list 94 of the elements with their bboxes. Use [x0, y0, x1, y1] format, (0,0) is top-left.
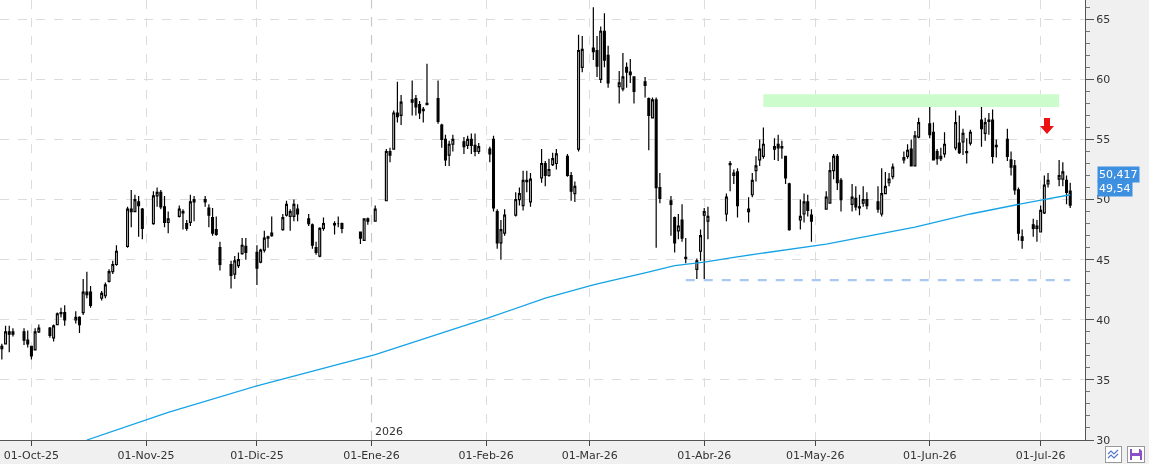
candlestick [410, 79, 414, 117]
candlestick [943, 131, 947, 159]
candlestick [188, 194, 192, 227]
candlestick [492, 135, 496, 213]
candlestick [540, 148, 544, 184]
candlestick [22, 327, 26, 346]
candlestick [203, 195, 207, 208]
y-tick-label: 45 [1096, 253, 1111, 267]
candlestick [103, 281, 107, 299]
ref-line-label: 2026 [375, 425, 403, 438]
candlestick [809, 208, 813, 243]
candlestick [643, 76, 647, 98]
text: 49,54 [1099, 182, 1131, 195]
candlestick [52, 323, 56, 343]
y-tick-label: 65 [1096, 13, 1111, 27]
x-tick-label: 01-Mar-26 [561, 449, 618, 463]
candlestick [192, 195, 196, 222]
candlestick [240, 237, 244, 256]
candlestick [362, 218, 366, 242]
y-tick-label: 60 [1096, 73, 1111, 87]
candlestick [1057, 159, 1061, 187]
candlestick [296, 203, 300, 222]
line-series [86, 194, 1071, 440]
candlestick [211, 207, 215, 237]
candlestick [218, 241, 222, 272]
candlestick [787, 182, 791, 232]
candlestick [514, 191, 518, 217]
candlestick [384, 148, 388, 202]
candlestick [462, 136, 466, 155]
candlestick [968, 129, 972, 147]
x-tick-label: 01-Ene-26 [343, 449, 400, 463]
candlestick [861, 185, 865, 208]
candlestick [48, 326, 52, 339]
candlestick [26, 330, 30, 349]
candlestick [151, 190, 155, 226]
candlestick [772, 137, 776, 161]
x-tick-label: 01-Dic-25 [230, 449, 284, 463]
candlestick [1061, 161, 1065, 187]
candlestick [77, 315, 81, 334]
x-tick-label: 01-Jul-26 [1015, 449, 1066, 463]
x-tick-label: 01-Oct-25 [3, 449, 60, 463]
y-tick-label: 40 [1096, 313, 1111, 327]
candlestick [736, 167, 740, 219]
candlestick [307, 213, 311, 227]
candlestick [880, 167, 884, 217]
candlestick [333, 220, 337, 236]
candlestick [473, 132, 477, 157]
candlestick [1031, 218, 1035, 238]
candlestick [137, 195, 141, 238]
candlestick [854, 185, 858, 211]
candlestick [957, 114, 961, 155]
candlestick [229, 260, 233, 290]
candlestick [702, 207, 706, 280]
candlestick [466, 135, 470, 150]
x-tick-label: 01-Jun-26 [902, 449, 957, 463]
candlestick [654, 96, 658, 249]
candlestick [281, 213, 285, 232]
candlestick [244, 237, 248, 261]
x-tick-label: 01-Abr-26 [677, 449, 732, 463]
candlestick [255, 244, 259, 286]
candlestick [1065, 174, 1069, 205]
candlestick [954, 110, 958, 151]
x-tick-label: 01-Nov-25 [117, 449, 175, 463]
candlestick [850, 183, 854, 213]
candlestick [140, 207, 144, 240]
candlestick [747, 196, 751, 223]
candlestick [724, 192, 728, 222]
candlestick [554, 148, 558, 171]
candlestick [647, 96, 651, 151]
candlestick [728, 160, 732, 192]
y-tick-label: 55 [1096, 133, 1111, 147]
candlestick [181, 208, 185, 231]
candlestick [528, 172, 532, 208]
x-tick-label: 01-May-26 [785, 449, 845, 463]
y-tick-label: 35 [1096, 373, 1111, 387]
candlestick [776, 134, 780, 162]
candlestick [436, 79, 440, 125]
candlestick [55, 311, 59, 326]
candlestick [1020, 229, 1024, 250]
candlestick [939, 147, 943, 162]
candlestick [521, 170, 525, 211]
candlestick [979, 105, 983, 148]
text: 50,417 [1099, 168, 1138, 181]
candlestick [699, 229, 703, 262]
candlestick [63, 304, 67, 327]
candlestick [373, 204, 377, 222]
candlestick [469, 132, 473, 155]
candlestick [798, 198, 802, 231]
candlestick [577, 34, 581, 153]
candlestick [991, 108, 995, 165]
x-tick-label: 01-Feb-26 [458, 449, 514, 463]
candlestick [425, 63, 429, 106]
candlestick [7, 325, 11, 353]
y-tick-label: 30 [1096, 433, 1111, 447]
